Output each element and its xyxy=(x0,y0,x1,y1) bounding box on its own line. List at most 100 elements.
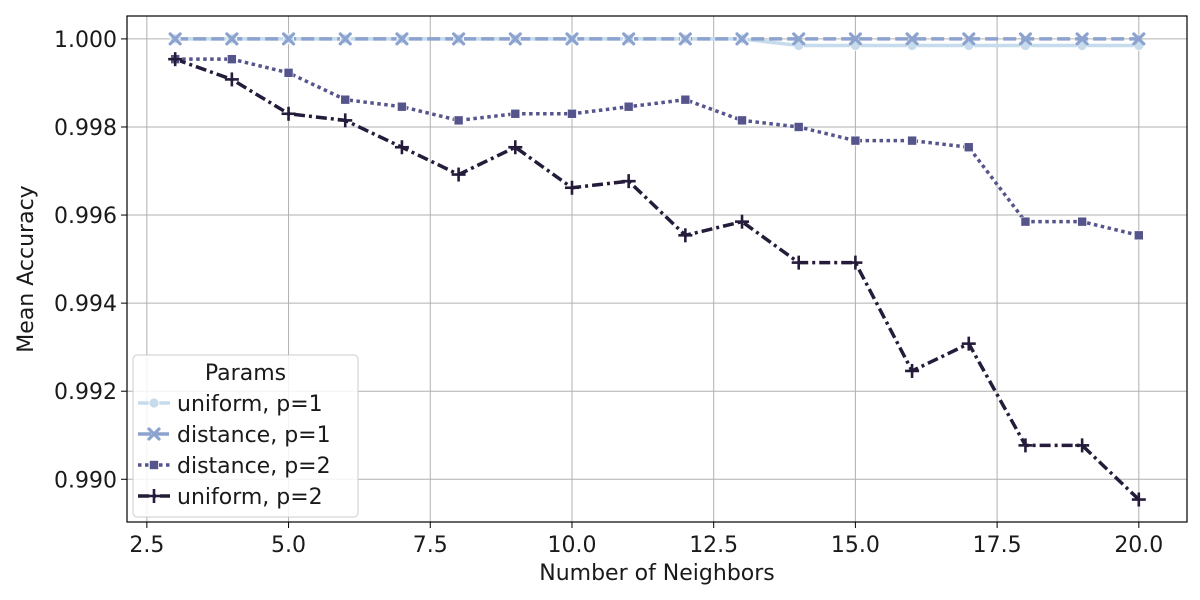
data-point xyxy=(340,94,351,105)
data-point xyxy=(1020,216,1031,227)
marker-stroke xyxy=(962,32,976,46)
data-point xyxy=(623,101,634,112)
data-point xyxy=(508,140,523,155)
series-markers xyxy=(168,32,1146,507)
marker-stroke xyxy=(281,32,296,46)
x-tick-label: 20.0 xyxy=(1114,533,1163,558)
data-point xyxy=(338,113,353,128)
x-tick-label: 17.5 xyxy=(973,533,1022,558)
marker-stroke xyxy=(735,32,749,46)
marker-stroke xyxy=(1132,32,1146,46)
x-tick-label: 7.5 xyxy=(413,533,448,558)
data-point xyxy=(564,180,579,195)
data-point xyxy=(451,167,466,182)
data-point xyxy=(737,115,747,126)
marker-stroke xyxy=(1018,32,1033,46)
data-point xyxy=(510,108,521,119)
marker-stroke xyxy=(452,32,466,46)
data-point xyxy=(735,214,750,229)
legend-label: distance, p=1 xyxy=(177,423,331,448)
series-line-2 xyxy=(175,57,1140,238)
y-axis-ticks: 0.990 0.992 0.994 0.996 0.998 1.000 xyxy=(54,28,127,493)
data-point xyxy=(1131,492,1146,507)
data-point xyxy=(395,32,409,46)
legend-swatch-marker xyxy=(147,427,161,441)
data-point xyxy=(452,32,466,46)
series-line-3 xyxy=(174,57,1141,501)
x-tick-label: 10.0 xyxy=(547,533,596,558)
series-line-0 xyxy=(175,37,1139,48)
data-point xyxy=(168,32,182,46)
y-tick-label: 0.998 xyxy=(54,116,117,141)
x-tick-label: 15.0 xyxy=(831,533,880,558)
x-axis-ticks: 2.5 5.0 7.5 10.0 12.5 15.0 17.5 20.0 xyxy=(129,522,1163,558)
marker-stroke xyxy=(338,32,352,46)
data-point xyxy=(848,32,862,46)
data-point xyxy=(905,32,919,46)
legend-swatch-marker xyxy=(147,489,161,503)
data-point xyxy=(565,32,579,46)
data-point xyxy=(168,52,183,67)
data-point xyxy=(735,32,749,46)
marker-stroke xyxy=(225,32,239,46)
marker-stroke xyxy=(565,32,579,46)
data-point xyxy=(678,32,692,46)
data-point xyxy=(508,32,522,46)
data-point xyxy=(1018,32,1033,46)
data-point xyxy=(281,32,296,46)
data-point xyxy=(281,106,296,121)
marker-stroke xyxy=(395,32,409,46)
y-tick-label: 0.996 xyxy=(54,204,117,229)
legend-items: uniform, p=1 distance, p=1 distance, p=2 un… xyxy=(138,392,331,510)
legend-swatch-marker xyxy=(148,397,160,409)
data-point xyxy=(680,94,691,105)
marker-stroke xyxy=(147,427,161,441)
marker-stroke xyxy=(792,32,806,46)
data-point xyxy=(338,32,352,46)
data-point xyxy=(227,54,237,64)
data-point xyxy=(1077,216,1087,227)
legend-label: uniform, p=2 xyxy=(177,485,323,510)
data-point xyxy=(961,336,976,351)
legend: Params uniform, p=1 distance, p=1 distance… xyxy=(132,354,359,518)
data-point xyxy=(1134,230,1144,241)
data-point xyxy=(963,142,974,153)
data-point xyxy=(850,135,861,146)
data-point xyxy=(453,115,464,126)
data-point xyxy=(1075,32,1089,46)
data-point xyxy=(792,32,806,46)
legend-label: distance, p=2 xyxy=(177,454,331,479)
marker-stroke xyxy=(848,32,862,46)
data-point xyxy=(793,122,804,132)
data-point xyxy=(678,228,693,243)
marker-stroke xyxy=(1075,32,1089,46)
marker-stroke xyxy=(508,32,522,46)
x-tick-label: 2.5 xyxy=(129,533,164,558)
data-point xyxy=(907,135,917,146)
legend-box xyxy=(132,354,359,518)
data-point xyxy=(622,32,636,46)
data-point xyxy=(962,32,976,46)
legend-label: uniform, p=1 xyxy=(177,392,323,417)
data-point xyxy=(791,255,806,270)
data-point xyxy=(283,68,294,78)
data-point xyxy=(224,72,239,87)
marker-stroke xyxy=(678,32,692,46)
data-point xyxy=(1075,438,1090,453)
y-tick-label: 1.000 xyxy=(54,28,117,53)
data-point xyxy=(397,101,407,112)
y-axis-label: Mean Accuracy xyxy=(14,185,39,352)
data-point xyxy=(1132,32,1146,46)
series-lines xyxy=(174,37,1141,501)
legend-title: Params xyxy=(205,361,286,386)
legend-swatch-marker xyxy=(149,460,159,470)
data-point xyxy=(567,108,577,119)
marker-stroke xyxy=(905,32,919,46)
data-point xyxy=(848,255,863,270)
data-point xyxy=(905,363,920,378)
marker-stroke xyxy=(168,32,182,46)
x-axis-label: Number of Neighbors xyxy=(539,561,775,586)
plot-frame xyxy=(126,15,1188,523)
x-tick-label: 12.5 xyxy=(689,533,738,558)
